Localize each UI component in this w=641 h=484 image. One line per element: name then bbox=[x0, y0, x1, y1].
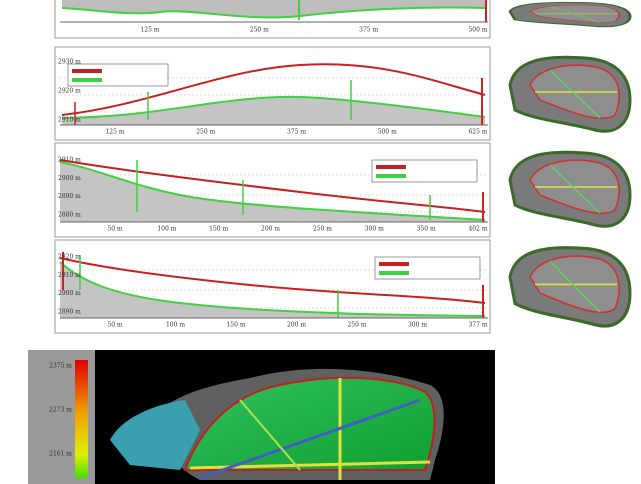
profile-line bbox=[59, 257, 486, 304]
legend bbox=[67, 63, 169, 87]
x-tick-label: 377 m bbox=[468, 322, 487, 329]
thumbnail bbox=[508, 150, 632, 228]
colorbar-label: 2273 m bbox=[49, 407, 72, 414]
y-tick-label: 2910 m bbox=[58, 272, 81, 279]
labels: 125 m 250 m 375 m 500 m 125 m 250 m 375 m 500 m… bbox=[49, 27, 488, 458]
x-tick-label: 100 m bbox=[157, 226, 176, 233]
profile-panel bbox=[54, 239, 491, 334]
profile-line bbox=[61, 95, 486, 119]
x-tick-label: 125 m bbox=[105, 129, 124, 136]
x-tick-label: 375 m bbox=[359, 27, 378, 34]
legend bbox=[371, 159, 478, 183]
x-tick-label: 200 m bbox=[287, 322, 306, 329]
y-tick-label: 2890 m bbox=[58, 309, 81, 316]
profile-line bbox=[61, 6, 486, 19]
thumbnails bbox=[508, 1, 632, 328]
profile-line bbox=[59, 261, 486, 317]
y-tick-label: 2880 m bbox=[58, 212, 81, 219]
x-tick-label: 100 m bbox=[166, 322, 185, 329]
profile-trace bbox=[549, 164, 601, 214]
profile-trace bbox=[549, 260, 601, 313]
x-tick-label: 625 m bbox=[468, 129, 487, 136]
x-tick-label: 300 m bbox=[408, 322, 427, 329]
x-tick-label: 500 m bbox=[468, 27, 487, 34]
profile-panel bbox=[54, 46, 491, 141]
profile-trace bbox=[549, 6, 601, 23]
y-tick-label: 2920 m bbox=[58, 254, 81, 261]
y-tick-label: 2910 m bbox=[58, 157, 81, 164]
thumbnail bbox=[508, 55, 632, 133]
y-tick-label: 2900 m bbox=[58, 175, 81, 182]
colorbar-label: 2161 m bbox=[49, 451, 72, 458]
profile-trace bbox=[549, 69, 601, 119]
x-tick-label: 300 m bbox=[365, 226, 384, 233]
y-tick-label: 2930 m bbox=[58, 59, 81, 66]
thumbnail bbox=[508, 1, 632, 28]
profile-line bbox=[59, 161, 486, 221]
x-tick-label: 250 m bbox=[196, 129, 215, 136]
y-tick-label: 2920 m bbox=[58, 88, 81, 95]
x-tick-label: 200 m bbox=[261, 226, 280, 233]
x-tick-label: 50 m bbox=[107, 226, 123, 233]
panel-frame bbox=[54, 46, 491, 141]
y-tick-label: 2900 m bbox=[58, 290, 81, 297]
colorbar-label: 2375 m bbox=[49, 363, 72, 370]
y-tick-label: 2890 m bbox=[58, 193, 81, 200]
thumbnail bbox=[508, 246, 632, 328]
study-area bbox=[183, 376, 436, 471]
x-tick-label: 250 m bbox=[347, 322, 366, 329]
profile-panel bbox=[54, 0, 491, 39]
x-tick-label: 150 m bbox=[226, 322, 245, 329]
x-tick-label: 250 m bbox=[250, 27, 269, 34]
x-tick-label: 150 m bbox=[209, 226, 228, 233]
colorbar bbox=[75, 360, 88, 478]
terrain-fill bbox=[62, 0, 485, 18]
y-tick-label: 2910 m bbox=[58, 117, 81, 124]
profile-line bbox=[59, 159, 486, 213]
x-tick-label: 500 m bbox=[378, 129, 397, 136]
x-tick-label: 125 m bbox=[140, 27, 159, 34]
x-tick-label: 350 m bbox=[417, 226, 436, 233]
x-tick-label: 402 m bbox=[468, 226, 487, 233]
profile-line bbox=[61, 63, 486, 116]
point-cloud-view bbox=[28, 350, 495, 484]
profile-panel bbox=[54, 142, 491, 238]
x-tick-label: 375 m bbox=[287, 129, 306, 136]
x-tick-label: 50 m bbox=[107, 322, 123, 329]
x-tick-label: 250 m bbox=[313, 226, 332, 233]
legend bbox=[374, 256, 481, 280]
